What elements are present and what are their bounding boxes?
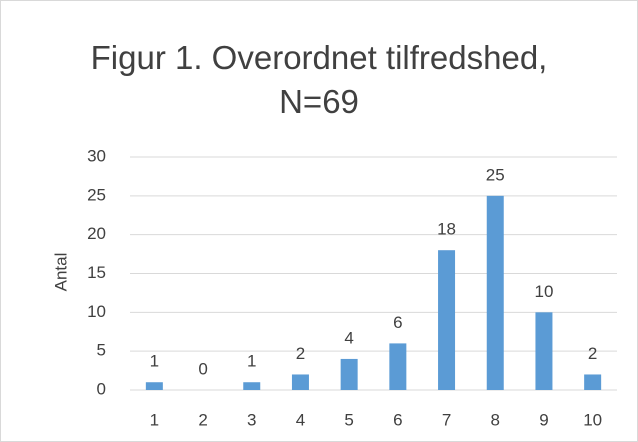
data-label: 25 [486,165,505,184]
data-label: 2 [296,344,305,363]
data-label: 10 [534,282,553,301]
x-tick-label: 5 [344,410,353,429]
data-label: 1 [150,352,159,371]
chart-title: Figur 1. Overordnet tilfredshed, N=69 [90,39,548,120]
y-tick-label: 30 [87,146,106,165]
bar [145,382,163,390]
x-tick-label: 2 [198,410,207,429]
bar [584,374,602,390]
y-tick-label: 15 [87,263,106,282]
bar [535,312,553,390]
y-tick-label: 5 [97,341,106,360]
bar [291,374,309,390]
x-tick-label: 10 [583,410,602,429]
y-tick-label: 0 [97,379,106,398]
y-tick-label: 25 [87,185,106,204]
bar [340,358,358,390]
y-tick-label: 20 [87,224,106,243]
x-tick-label: 7 [442,410,451,429]
data-label: 6 [393,313,402,332]
x-tick-label: 8 [491,410,500,429]
x-tick-label: 1 [150,410,159,429]
data-label: 0 [198,359,207,378]
y-tick-label: 10 [87,302,106,321]
bar [438,250,456,390]
x-tick-label: 4 [296,410,305,429]
x-tick-label: 9 [539,410,548,429]
data-label: 18 [437,220,456,239]
x-tick-label: 6 [393,410,402,429]
data-label: 4 [344,328,353,347]
x-tick-label: 3 [247,410,256,429]
bar [389,343,407,390]
bar [486,195,504,390]
data-label: 2 [588,344,597,363]
bar [243,382,261,390]
y-axis-label: Antal [51,253,70,292]
data-label: 1 [247,352,256,371]
